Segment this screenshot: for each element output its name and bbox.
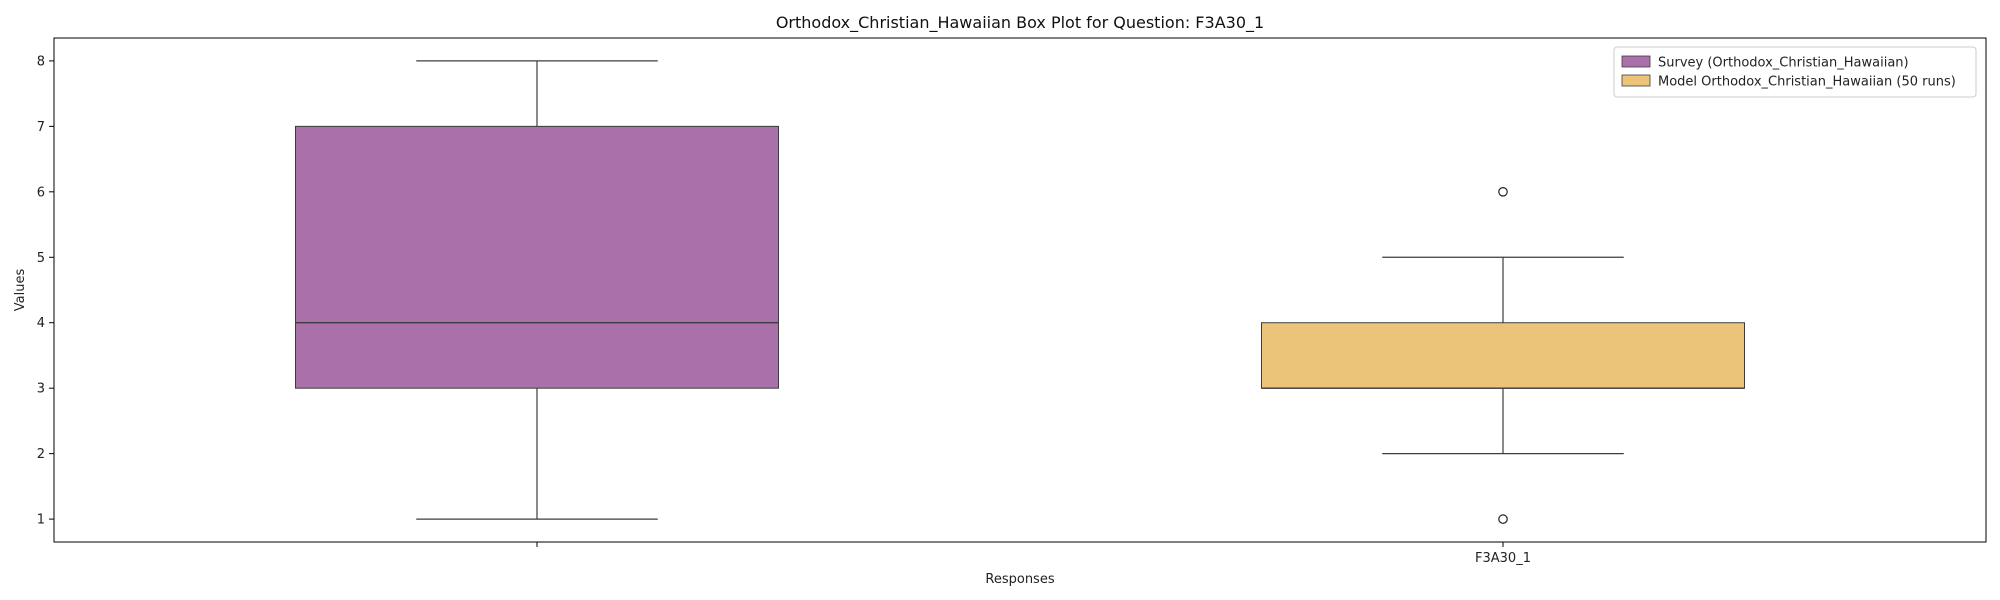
y-tick-label: 6 xyxy=(37,185,45,200)
legend-swatch xyxy=(1621,55,1651,68)
y-tick-label: 4 xyxy=(37,316,45,331)
legend-frame xyxy=(1613,46,1977,98)
y-tick-label: 1 xyxy=(37,513,45,528)
outlier-point xyxy=(1498,187,1508,197)
y-tick-label: 3 xyxy=(37,382,45,397)
x-axis-ticks: F3A30_1 xyxy=(536,542,1531,566)
y-tick-label: 2 xyxy=(37,447,45,462)
chart-title: Orthodox_Christian_Hawaiian Box Plot for… xyxy=(776,13,1264,33)
x-tick-label: F3A30_1 xyxy=(1475,551,1531,566)
box-series xyxy=(295,60,779,520)
legend-swatch xyxy=(1621,74,1651,87)
interquartile-box xyxy=(1261,322,1745,389)
legend-label: Model Orthodox_Christian_Hawaiian (50 ru… xyxy=(1658,75,1956,90)
y-tick-label: 7 xyxy=(37,120,45,135)
outlier-point xyxy=(1498,514,1508,524)
legend: Survey (Orthodox_Christian_Hawaiian) Mode… xyxy=(1613,46,1977,98)
box-series xyxy=(1261,187,1745,524)
x-axis-label: Responses xyxy=(985,572,1054,587)
box-series-group xyxy=(295,60,1745,524)
y-axis-label: Values xyxy=(13,269,28,312)
interquartile-box xyxy=(295,125,779,389)
plot-area-frame xyxy=(53,37,1987,543)
legend-label: Survey (Orthodox_Christian_Hawaiian) xyxy=(1658,56,1909,71)
y-axis-ticks: 1 2 3 4 5 6 7 8 xyxy=(37,54,54,528)
y-tick-label: 5 xyxy=(37,251,45,266)
y-tick-label: 8 xyxy=(37,54,45,69)
